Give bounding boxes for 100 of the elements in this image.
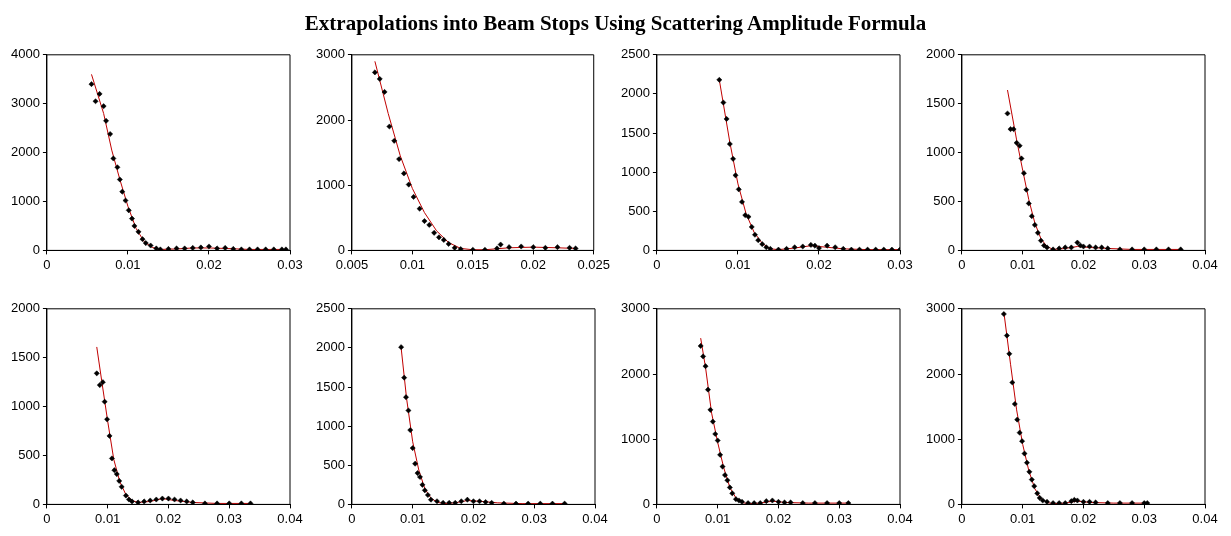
point (214, 245, 220, 251)
point (157, 246, 164, 251)
point (732, 172, 739, 179)
point (745, 500, 751, 505)
x-tick-label: 0.02 (1070, 256, 1097, 272)
point (238, 246, 245, 251)
point (96, 91, 103, 97)
y-tick-label: 3000 (926, 300, 955, 316)
point (445, 241, 452, 247)
point (254, 246, 261, 251)
point (1016, 142, 1023, 149)
x-tick-label: 0.03 (826, 510, 852, 526)
point (763, 244, 770, 251)
point (103, 117, 109, 124)
point (497, 241, 504, 248)
x-tick-label: 0 (653, 510, 661, 526)
point (748, 224, 755, 230)
point (840, 245, 847, 251)
point (1023, 186, 1030, 193)
point (745, 213, 752, 220)
y-tick-label: 2000 (621, 365, 650, 381)
y-tick-label: 2000 (11, 300, 40, 316)
point (482, 499, 489, 505)
point (405, 181, 412, 188)
point (135, 228, 142, 235)
point (99, 379, 106, 385)
point (700, 353, 706, 360)
point (572, 245, 579, 251)
y-tick-label: 1000 (316, 176, 345, 192)
x-tick-label: 0 (958, 510, 966, 526)
point (1098, 244, 1105, 251)
point (417, 474, 423, 480)
point (410, 194, 417, 200)
x-tick-label: 0.02 (196, 256, 222, 272)
point (403, 394, 409, 401)
point (165, 246, 172, 251)
point (717, 452, 723, 458)
y-tick-label: 0 (642, 495, 650, 511)
point (135, 499, 141, 505)
point (513, 500, 519, 505)
point (181, 245, 188, 251)
point (561, 500, 568, 505)
point (147, 497, 154, 504)
x-tick-label: 0.01 (1010, 510, 1036, 526)
point (116, 176, 123, 183)
x-tick-label: 0.01 (725, 256, 751, 272)
x-tick-label: 0.01 (115, 256, 141, 272)
point (372, 69, 378, 76)
point (482, 246, 488, 251)
point (1026, 468, 1033, 475)
point (554, 244, 561, 250)
point (1165, 246, 1172, 251)
point (549, 500, 556, 505)
point (88, 81, 95, 87)
point (238, 500, 245, 505)
y-tick-label: 2000 (316, 111, 345, 127)
point (416, 205, 423, 212)
point (775, 498, 782, 505)
x-tick-label: 0.01 (95, 510, 121, 526)
point (419, 481, 426, 488)
point (1117, 500, 1123, 505)
point (506, 244, 512, 250)
point (783, 245, 790, 251)
point (1044, 498, 1050, 505)
text: Extrapolations into Beam Stops Using Scattering Amplitude Formula (303, 10, 928, 37)
point (864, 246, 871, 251)
point (769, 497, 776, 504)
y-tick-label: 0 (32, 495, 40, 511)
y-tick-label: 1000 (11, 398, 40, 414)
point (165, 495, 172, 502)
point (808, 242, 814, 248)
x-tick-label: 0 (958, 256, 966, 272)
point (434, 498, 440, 505)
point (518, 243, 525, 250)
point (719, 463, 726, 470)
point (1056, 245, 1062, 251)
point (848, 246, 855, 251)
x-tick-label: 0.01 (399, 256, 426, 272)
point (1129, 246, 1135, 251)
point (123, 492, 129, 499)
point (142, 240, 149, 246)
point (1004, 332, 1010, 339)
point (111, 467, 118, 474)
y-tick-label: 500 (933, 193, 955, 209)
point (824, 242, 830, 249)
point (1016, 429, 1023, 436)
x-tick-label: 0.04 (1192, 256, 1218, 272)
point (173, 245, 180, 251)
point (159, 495, 166, 502)
point (401, 374, 408, 381)
point (1153, 246, 1160, 251)
point (1028, 213, 1035, 220)
y-tick-label: 4000 (11, 46, 40, 62)
point (889, 246, 895, 251)
point (1056, 500, 1062, 505)
y-tick-label: 1000 (316, 417, 345, 433)
point (464, 496, 471, 503)
point (724, 477, 731, 484)
y-tick-label: 3000 (316, 46, 345, 62)
point (457, 246, 464, 251)
